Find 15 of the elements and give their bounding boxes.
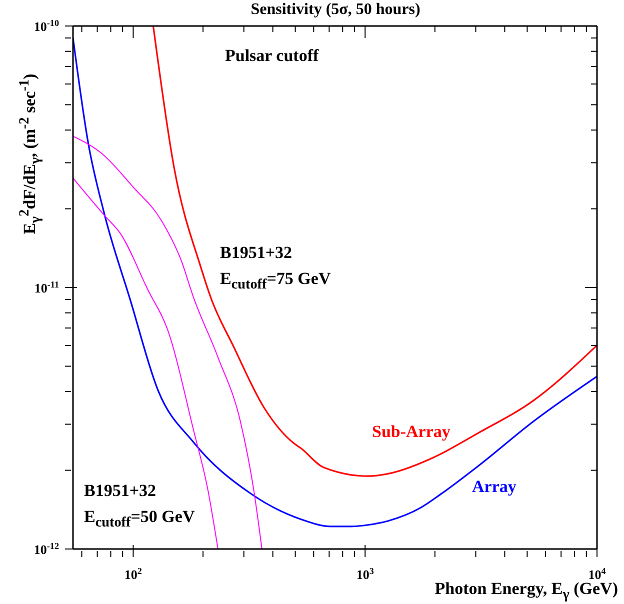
x-tick-label: 10$^{4}$ (588, 566, 606, 582)
chart-title: Sensitivity (5σ, 50 hours) (250, 1, 420, 18)
x-tick-label: 10$^{3}$ (356, 566, 374, 582)
annotation: B1951+32 (84, 481, 156, 500)
annotation: B1951+32 (220, 243, 292, 262)
x-axis-title: Photon Energy, E$_{γ}$ (GeV) (434, 579, 618, 602)
y-tick-label: 10$^{-11}$ (34, 280, 60, 296)
series-label: Array (472, 477, 516, 496)
y-tick-label: 10$^{-10}$ (34, 18, 60, 34)
x-tick-label: 10$^{2}$ (124, 566, 142, 582)
series-label: Sub-Array (372, 422, 450, 441)
annotation: Pulsar cutoff (225, 46, 319, 65)
y-tick-label: 10$^{-12}$ (34, 541, 60, 557)
annotation: E$_{cutoff}$=50 GeV (84, 507, 195, 530)
annotation: E$_{cutoff}$=75 GeV (220, 269, 331, 292)
